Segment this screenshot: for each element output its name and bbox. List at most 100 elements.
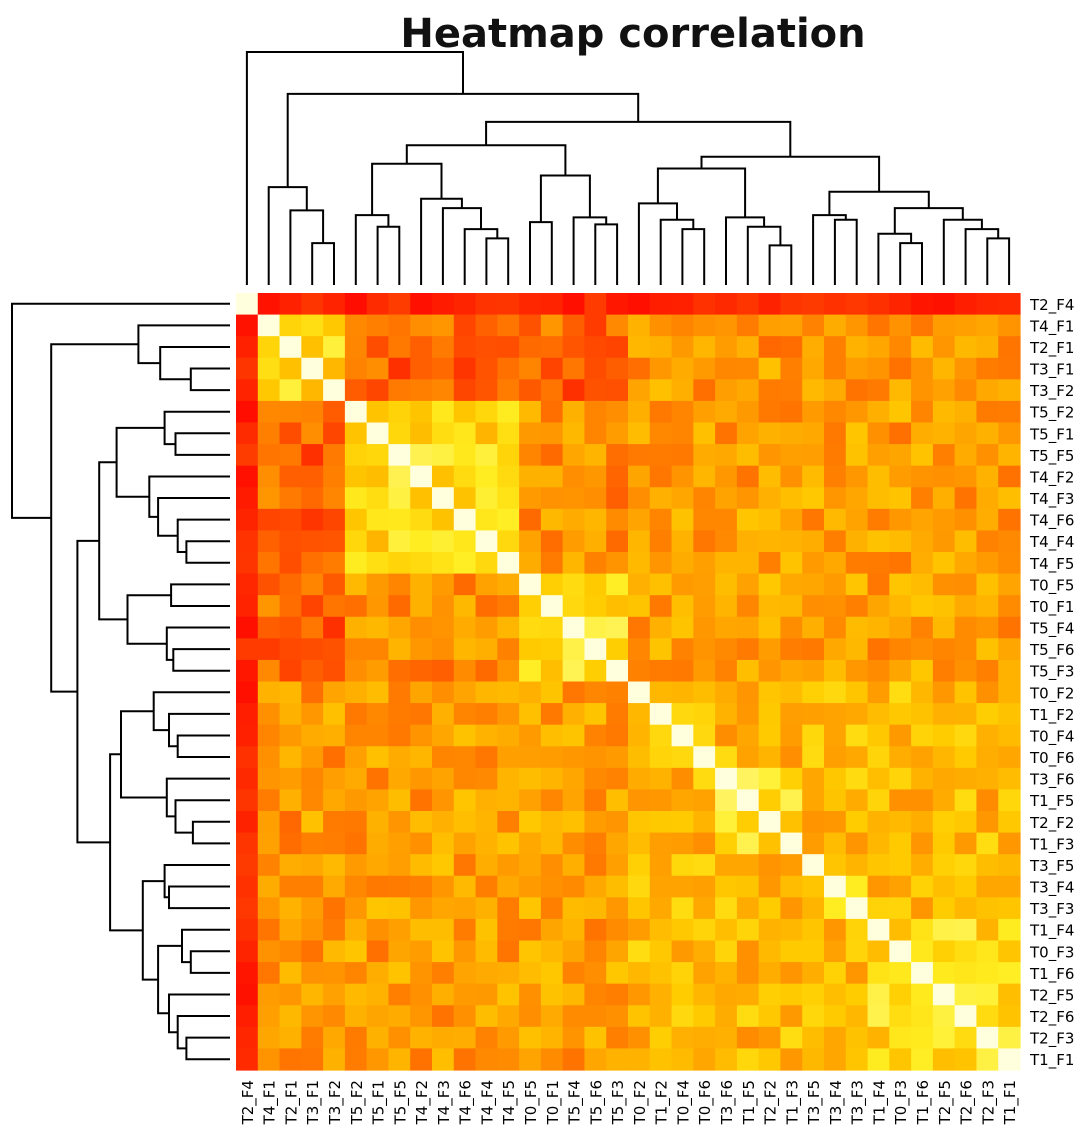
heatmap-cell (519, 444, 542, 467)
heatmap-cell (976, 444, 999, 467)
heatmap-cell (932, 400, 956, 424)
heatmap-cell (824, 854, 847, 877)
heatmap-cell (519, 530, 542, 553)
heatmap-cell (932, 940, 956, 963)
heatmap-cell (889, 400, 912, 424)
heatmap-cell (410, 1005, 433, 1028)
chart-title: Heatmap correlation (400, 11, 866, 57)
heatmap-cell (519, 595, 542, 618)
heatmap-cell (649, 1005, 673, 1028)
heatmap-cell (649, 465, 673, 488)
heatmap-cell (671, 616, 694, 639)
heatmap-cell (649, 875, 673, 898)
heatmap-cell (824, 897, 847, 920)
heatmap-cell (279, 573, 302, 596)
heatmap-cell (911, 314, 934, 337)
heatmap-cell (562, 595, 586, 618)
heatmap-cell (954, 1048, 978, 1071)
column-label: T4_F6 (457, 1080, 476, 1125)
column-label: T5_F1 (370, 1080, 389, 1125)
heatmap-cell (671, 552, 694, 575)
heatmap-cell (301, 638, 324, 661)
column-label: T4_F3 (435, 1080, 454, 1125)
heatmap-cell (889, 789, 912, 812)
heatmap-cell (519, 465, 542, 488)
heatmap-cell (911, 962, 934, 985)
dendrogram-branch (141, 880, 165, 981)
heatmap-cell (475, 1005, 498, 1028)
heatmap-cell (432, 638, 455, 661)
heatmap-cell (932, 703, 956, 726)
heatmap-cell (758, 767, 782, 791)
column-label: T3_F2 (326, 1080, 345, 1125)
heatmap-cell (889, 1048, 912, 1071)
heatmap-cell (845, 336, 869, 359)
heatmap-cell (540, 508, 564, 532)
dendrogram-branch (354, 214, 390, 285)
heatmap-cell (954, 293, 978, 316)
heatmap-cell (671, 400, 694, 424)
heatmap-cell (802, 983, 825, 1006)
heatmap-cell (845, 983, 869, 1006)
heatmap-cell (954, 1005, 978, 1028)
heatmap-cell (954, 703, 978, 726)
heatmap-cell (845, 379, 869, 402)
heatmap-cell (932, 465, 956, 488)
heatmap-cell (410, 962, 433, 985)
dendrogram-branch (115, 426, 165, 498)
heatmap-cell (845, 1005, 869, 1028)
heatmap-cell (954, 940, 978, 963)
heatmap-cell (867, 314, 890, 337)
heatmap-cell (932, 1026, 956, 1050)
heatmap-cell (410, 336, 433, 359)
heatmap-cell (976, 811, 999, 834)
heatmap-cell (802, 314, 825, 337)
heatmap-cell (715, 746, 738, 769)
heatmap-cell (649, 811, 673, 834)
heatmap-cell (475, 962, 498, 985)
heatmap-cell (236, 487, 259, 510)
heatmap-cell (366, 508, 390, 532)
heatmap-cell (540, 616, 564, 639)
heatmap-cell (540, 379, 564, 402)
heatmap-cell (257, 724, 281, 747)
heatmap-cell (889, 832, 912, 855)
heatmap-cell (344, 379, 368, 402)
heatmap-cell (954, 336, 978, 359)
heatmap-cell (802, 746, 825, 769)
heatmap-cell (323, 638, 346, 661)
heatmap-cell (976, 357, 999, 380)
heatmap-cell (715, 875, 738, 898)
dendrogram-branch (157, 497, 230, 537)
heatmap-cell (976, 746, 999, 769)
heatmap-cell (562, 530, 586, 553)
heatmap-cell (976, 400, 999, 424)
heatmap-cell (671, 789, 694, 812)
heatmap-cell (323, 573, 346, 596)
heatmap-cell (649, 616, 673, 639)
heatmap-cell (802, 638, 825, 661)
heatmap-cell (889, 552, 912, 575)
heatmap-cell (693, 595, 716, 618)
heatmap-cell (323, 487, 346, 510)
heatmap-cell (236, 659, 259, 683)
dendrogram-branch (572, 216, 608, 285)
heatmap-cell (584, 789, 607, 812)
heatmap-cell (954, 681, 978, 704)
heatmap-cell (562, 918, 586, 942)
heatmap-cell (519, 811, 542, 834)
heatmap-cell (824, 465, 847, 488)
dendrogram-branch (152, 691, 230, 732)
heatmap-cell (954, 767, 978, 791)
heatmap-cell (649, 552, 673, 575)
heatmap-cell (432, 832, 455, 855)
heatmap-cell (366, 400, 390, 424)
heatmap-cell (540, 659, 564, 683)
heatmap-cell (693, 703, 716, 726)
heatmap-cell (279, 1005, 302, 1028)
heatmap-cell (998, 681, 1021, 704)
heatmap-cell (998, 767, 1021, 791)
heatmap-cell (911, 854, 934, 877)
heatmap-cell (432, 293, 455, 316)
heatmap-cell (519, 487, 542, 510)
